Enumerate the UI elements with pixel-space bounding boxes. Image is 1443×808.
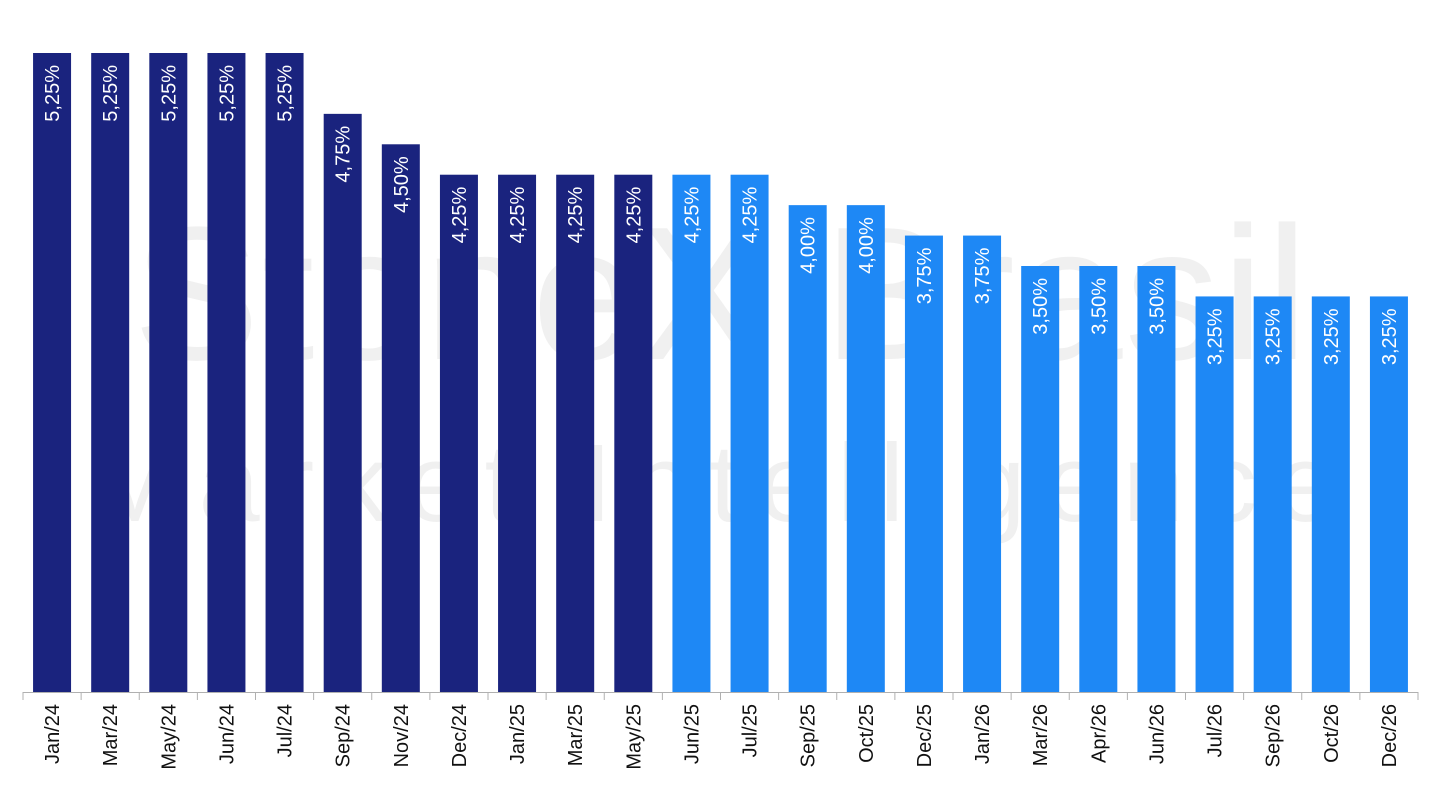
data-label: 5,25% [100,65,122,122]
x-tick-label: Apr/26 [1088,704,1110,763]
bar-nov-24 [381,144,420,693]
x-tick-label: Mar/24 [100,704,122,766]
data-label: 4,25% [565,187,587,244]
x-tick-label: Mar/25 [565,704,587,766]
bar-oct-25 [846,205,885,692]
bar-sep-26 [1253,296,1292,692]
data-label: 3,25% [1205,308,1227,365]
data-label: 3,25% [1379,308,1401,365]
bar-sep-25 [788,205,827,692]
data-label: 4,75% [333,126,355,183]
x-tick-label: Sep/24 [333,704,355,767]
bar-jan-26 [963,235,1002,692]
x-tick-label: Jun/24 [216,704,238,764]
x-tick-label: Oct/25 [856,704,878,763]
bar-apr-26 [1079,266,1118,692]
bar-may-24 [149,53,188,692]
data-label: 3,50% [1030,278,1052,335]
x-tick-label: Sep/25 [798,704,820,767]
data-label: 4,25% [623,187,645,244]
data-label: 5,25% [275,65,297,122]
bar-dec-24 [439,174,478,692]
x-tick-label: Jul/26 [1205,704,1227,757]
x-tick-label: Oct/26 [1321,704,1343,763]
bar-oct-26 [1311,296,1350,692]
x-tick-label: Jun/26 [1146,704,1168,764]
data-label: 4,00% [798,217,820,274]
data-label: 4,25% [449,187,471,244]
bar-mar-24 [91,53,130,692]
x-tick-label: Jul/25 [740,704,762,757]
data-label: 3,25% [1263,308,1285,365]
x-tick-label: May/24 [158,704,180,770]
bar-dec-26 [1369,296,1408,692]
bar-mar-25 [556,174,595,692]
x-tick-label: Mar/26 [1030,704,1052,766]
data-label: 3,75% [914,247,936,304]
data-label: 3,25% [1321,308,1343,365]
data-label: 4,25% [507,187,529,244]
x-tick-label: Jan/26 [972,704,994,764]
x-tick-label: Dec/25 [914,704,936,767]
x-tick-label: Nov/24 [391,704,413,767]
bar-jan-25 [498,174,537,692]
x-tick-label: Jan/25 [507,704,529,764]
x-tick-label: Sep/26 [1263,704,1285,767]
bar-dec-25 [904,235,943,692]
x-tick-label: May/25 [623,704,645,770]
bar-jan-24 [33,53,72,692]
bar-jun-24 [207,53,246,692]
x-tick-label: Dec/24 [449,704,471,767]
data-label: 5,25% [42,65,64,122]
data-label: 3,75% [972,247,994,304]
data-label: 3,50% [1146,278,1168,335]
bar-jun-25 [672,174,711,692]
bar-jul-25 [730,174,769,692]
bar-jun-26 [1137,266,1176,692]
data-label: 5,25% [216,65,238,122]
data-label: 5,25% [158,65,180,122]
x-tick-label: Jun/25 [681,704,703,764]
data-label: 3,50% [1088,278,1110,335]
bar-sep-24 [323,113,362,693]
bar-jul-26 [1195,296,1234,692]
x-tick-label: Dec/26 [1379,704,1401,767]
bar-may-25 [614,174,653,692]
data-label: 4,25% [740,187,762,244]
x-tick-label: Jul/24 [275,704,297,757]
data-label: 4,25% [681,187,703,244]
bar-jul-24 [265,53,304,692]
x-tick-label: Jan/24 [42,704,64,764]
data-label: 4,50% [391,156,413,213]
data-label: 4,00% [856,217,878,274]
bar-mar-26 [1021,266,1060,692]
